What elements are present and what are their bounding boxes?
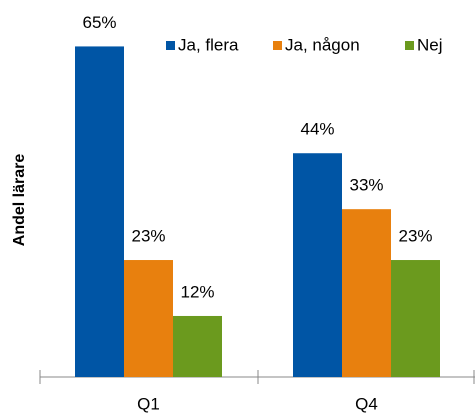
bar	[75, 46, 124, 378]
legend-label: Ja, någon	[285, 35, 360, 54]
bar	[124, 260, 173, 377]
data-label: 65%	[82, 13, 116, 32]
x-tick-label: Q4	[355, 394, 378, 413]
legend-swatch	[405, 41, 414, 50]
legend-label: Ja, flera	[178, 35, 239, 54]
legend-label: Nej	[417, 35, 443, 54]
data-label: 33%	[349, 176, 383, 195]
data-label: 44%	[300, 120, 334, 139]
legend-swatch	[273, 41, 282, 50]
y-axis-label: Andel lärare	[11, 154, 28, 247]
bar	[293, 153, 342, 377]
bar	[391, 260, 440, 377]
x-tick-label: Q1	[137, 394, 160, 413]
legend-swatch	[166, 41, 175, 50]
data-label: 12%	[180, 282, 214, 301]
bar	[342, 209, 391, 377]
bar	[173, 315, 222, 377]
data-label: 23%	[398, 227, 432, 246]
data-label: 23%	[131, 227, 165, 246]
